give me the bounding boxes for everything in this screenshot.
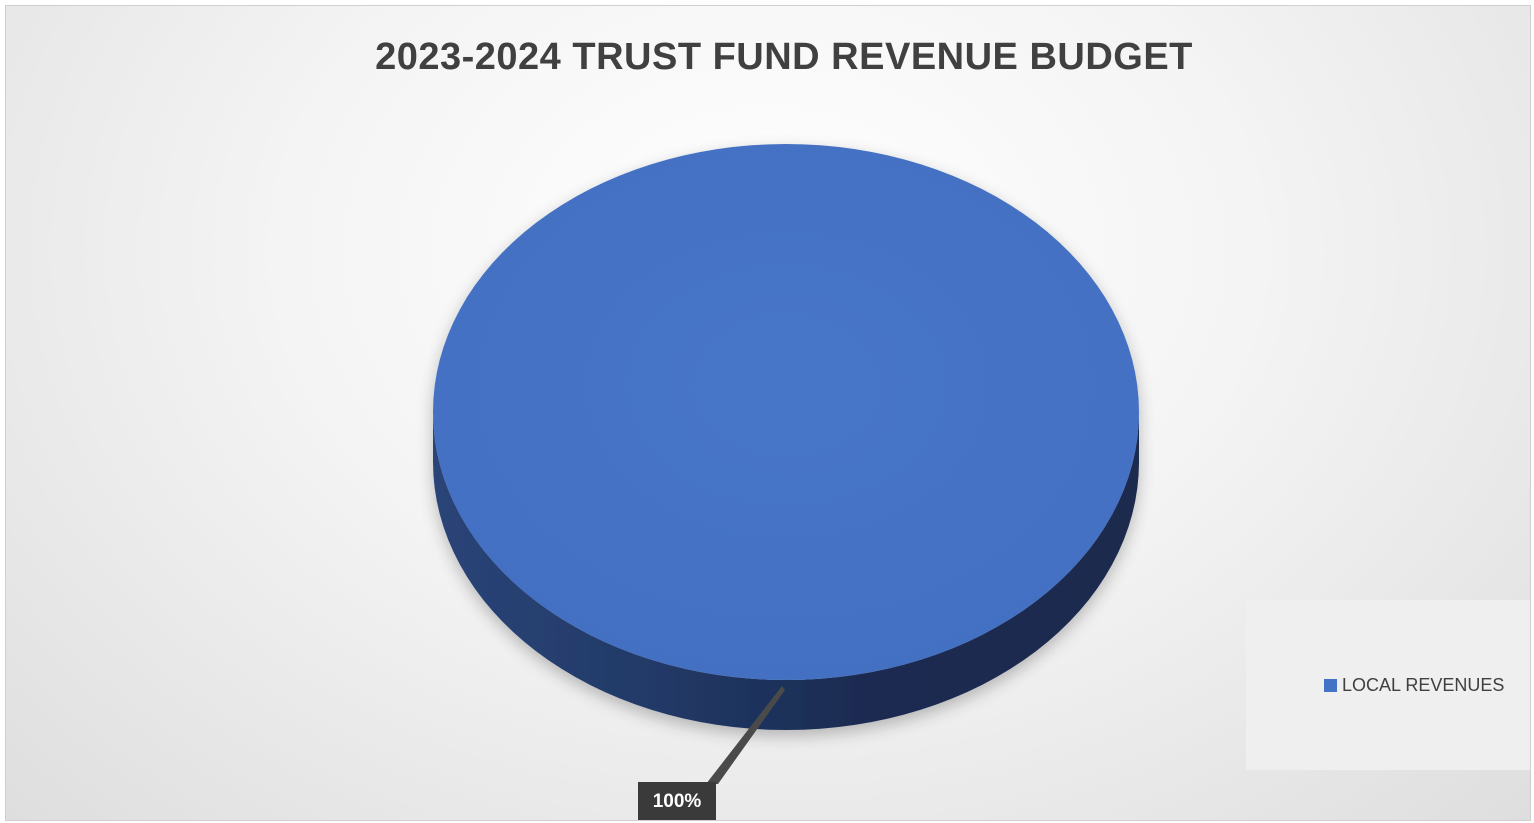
pie-chart [433, 144, 1139, 784]
data-label-leader-line [706, 686, 785, 784]
chart-area: 2023-2024 TRUST FUND REVENUE BUDGET [5, 5, 1531, 821]
pie-slice-side [433, 412, 1139, 730]
legend: LOCAL REVENUES [1246, 600, 1530, 770]
legend-swatch [1324, 679, 1337, 692]
legend-label: LOCAL REVENUES [1342, 675, 1505, 695]
legend-item: LOCAL REVENUES [1324, 675, 1504, 696]
data-label: 100% [638, 782, 716, 820]
pie-slice [433, 144, 1139, 680]
chart-title: 2023-2024 TRUST FUND REVENUE BUDGET [375, 36, 1193, 78]
data-label-text: 100% [652, 791, 702, 812]
